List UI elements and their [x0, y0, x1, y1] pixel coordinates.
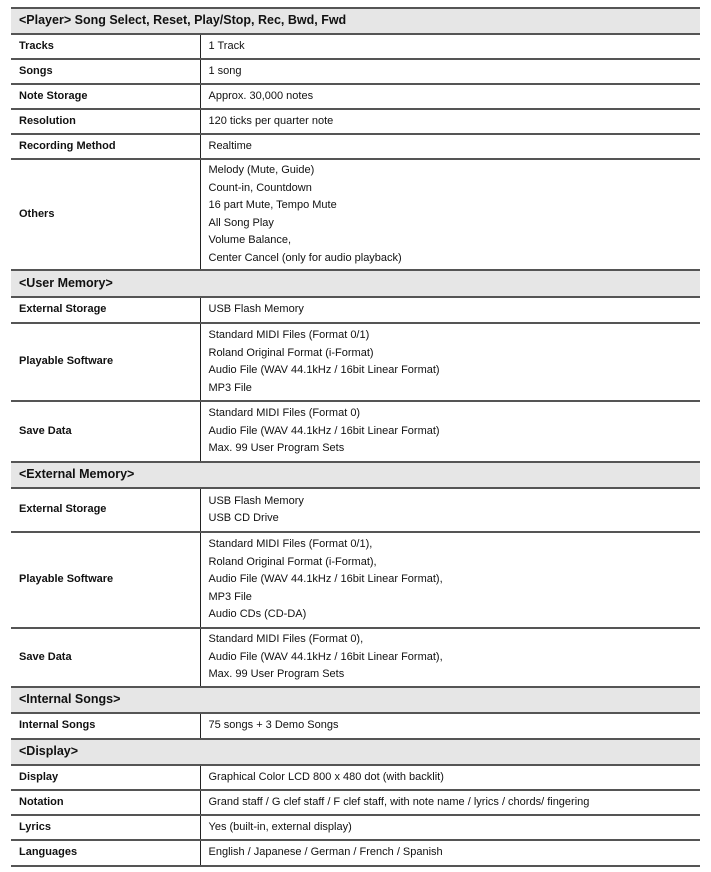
section-header: <Display>: [11, 738, 701, 766]
value-line: 1 song: [208, 64, 242, 77]
row-value: USB Flash Memory: [200, 296, 701, 324]
table-row: Notation Grand staff / G clef staff / F c…: [11, 789, 701, 816]
value-line: Grand staff / G clef staff / F clef staf…: [208, 795, 590, 808]
row-label: Note Storage: [11, 83, 201, 110]
section-title: <Display>: [11, 738, 701, 766]
row-label: Lyrics: [11, 814, 201, 841]
table-row: Note Storage Approx. 30,000 notes: [11, 83, 701, 110]
table-row: Save Data Standard MIDI Files (Format 0),…: [11, 627, 701, 688]
row-value: Yes (built-in, external display): [200, 814, 701, 841]
table-row: Tracks 1 Track: [11, 33, 701, 60]
table-row: Others Melody (Mute, Guide) Count-in, Coun…: [11, 158, 701, 271]
row-value: 1 Track: [200, 33, 701, 60]
value-line: MP3 File: [208, 381, 252, 394]
value-line: Audio CDs (CD-DA): [208, 608, 307, 621]
value-line: Audio File (WAV 44.1kHz / 16bit Linear F…: [208, 573, 443, 586]
row-label: Resolution: [11, 108, 201, 135]
value-line: 1 Track: [208, 39, 245, 52]
row-value: Standard MIDI Files (Format 0), Audio Fil…: [200, 627, 701, 688]
spec-table: <Player> Song Select, Reset, Play/Stop, …: [11, 7, 701, 867]
row-value: Standard MIDI Files (Format 0/1) Roland O…: [200, 322, 701, 402]
value-line: MP3 File: [208, 590, 252, 603]
table-row: Playable Software Standard MIDI Files (Fo…: [11, 322, 701, 402]
value-line: USB CD Drive: [208, 512, 279, 524]
value-line: Standard MIDI Files (Format 0/1),: [208, 538, 373, 551]
row-value: 75 songs + 3 Demo Songs: [200, 712, 701, 740]
value-line: Approx. 30,000 notes: [208, 89, 314, 102]
row-value: 120 ticks per quarter note: [200, 108, 701, 135]
section-header: <User Memory>: [11, 269, 701, 298]
row-label: Notation: [11, 789, 201, 816]
row-label: Languages: [11, 839, 201, 867]
section-title: <Internal Songs>: [11, 686, 701, 714]
section-title: <Player> Song Select, Reset, Play/Stop, …: [11, 7, 701, 35]
row-value: Approx. 30,000 notes: [200, 83, 701, 110]
value-line: Audio File (WAV 44.1kHz / 16bit Linear F…: [208, 650, 443, 663]
section-header: <Internal Songs>: [11, 686, 701, 714]
value-line: Center Cancel (only for audio playback): [208, 251, 402, 264]
value-line: Roland Original Format (i-Format),: [208, 555, 377, 568]
section-header: <Player> Song Select, Reset, Play/Stop, …: [11, 7, 701, 35]
row-label: External Storage: [11, 487, 201, 533]
value-line: USB Flash Memory: [208, 494, 304, 507]
value-line: All Song Play: [208, 216, 274, 229]
row-label: Playable Software: [11, 322, 201, 402]
value-line: Melody (Mute, Guide): [208, 164, 315, 176]
row-label: Tracks: [11, 33, 201, 60]
row-label: Others: [11, 158, 201, 271]
value-line: Max. 99 User Program Sets: [208, 668, 345, 681]
value-line: Realtime: [208, 139, 252, 152]
value-line: 16 part Mute, Tempo Mute: [208, 199, 337, 211]
section-title: <External Memory>: [11, 461, 701, 489]
value-line: Count-in, Countdown: [208, 181, 312, 194]
value-line: Audio File (WAV 44.1kHz / 16bit Linear F…: [208, 364, 440, 376]
row-value: Realtime: [200, 133, 701, 160]
value-line: Graphical Color LCD 800 x 480 dot (with …: [208, 770, 444, 783]
section-title: <User Memory>: [11, 269, 701, 298]
row-value: Standard MIDI Files (Format 0) Audio File…: [200, 400, 701, 463]
table-row: Songs 1 song: [11, 58, 701, 85]
table-row: Languages English / Japanese / German / F…: [11, 839, 701, 867]
row-label: Save Data: [11, 627, 201, 688]
row-label: Playable Software: [11, 531, 201, 629]
value-line: Yes (built-in, external display): [208, 820, 352, 833]
value-line: Standard MIDI Files (Format 0),: [208, 633, 364, 646]
row-value: USB Flash Memory USB CD Drive: [200, 487, 701, 533]
row-label: Save Data: [11, 400, 201, 463]
row-value: Standard MIDI Files (Format 0/1), Roland …: [200, 531, 701, 629]
value-line: 75 songs + 3 Demo Songs: [208, 719, 339, 732]
value-line: Volume Balance,: [208, 234, 292, 246]
table-row: Playable Software Standard MIDI Files (Fo…: [11, 531, 701, 629]
row-label: Internal Songs: [11, 712, 201, 740]
value-line: Standard MIDI Files (Format 0/1): [208, 329, 370, 341]
row-value: Graphical Color LCD 800 x 480 dot (with …: [200, 764, 701, 791]
value-line: USB Flash Memory: [208, 303, 304, 316]
table-row: Save Data Standard MIDI Files (Format 0) A…: [11, 400, 701, 463]
table-row: External Storage USB Flash Memory USB CD D…: [11, 487, 701, 533]
value-line: Max. 99 User Program Sets: [208, 442, 345, 455]
section-header: <External Memory>: [11, 461, 701, 489]
row-value: Melody (Mute, Guide) Count-in, Countdown 1…: [200, 158, 701, 271]
value-line: 120 ticks per quarter note: [208, 114, 334, 127]
row-label: Songs: [11, 58, 201, 85]
row-value: Grand staff / G clef staff / F clef staf…: [200, 789, 701, 816]
table-row: Internal Songs 75 songs + 3 Demo Songs: [11, 712, 701, 740]
row-label: External Storage: [11, 296, 201, 324]
value-line: Audio File (WAV 44.1kHz / 16bit Linear F…: [208, 424, 440, 437]
row-label: Display: [11, 764, 201, 791]
value-line: Standard MIDI Files (Format 0): [208, 407, 361, 420]
table-row: Resolution 120 ticks per quarter note: [11, 108, 701, 135]
table-row: Recording Method Realtime: [11, 133, 701, 160]
table-row: External Storage USB Flash Memory: [11, 296, 701, 324]
row-value: 1 song: [200, 58, 701, 85]
table-row: Display Graphical Color LCD 800 x 480 dot…: [11, 764, 701, 791]
value-line: Roland Original Format (i-Format): [208, 346, 374, 359]
value-line: English / Japanese / German / French / S…: [208, 846, 443, 859]
row-value: English / Japanese / German / French / S…: [200, 839, 701, 867]
row-label: Recording Method: [11, 133, 201, 160]
table-row: Lyrics Yes (built-in, external display): [11, 814, 701, 841]
